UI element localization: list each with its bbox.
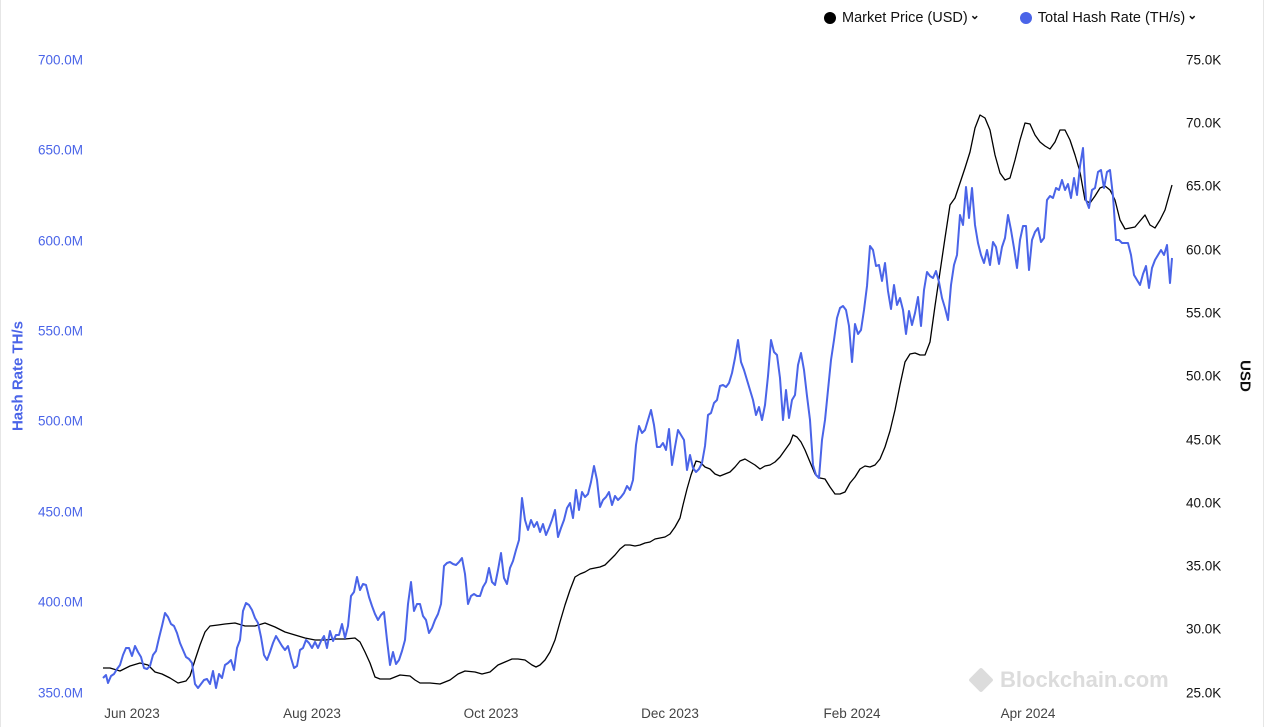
right-axis-tick: 70.0K [1186, 115, 1222, 131]
x-axis-tick: Aug 2023 [283, 706, 341, 721]
blockchain-watermark: Blockchain.com [968, 667, 1169, 693]
chevron-down-icon[interactable]: ⌄ [969, 8, 980, 22]
right-axis-tick: 35.0K [1186, 558, 1222, 574]
left-axis-tick: 700.0M [38, 52, 84, 68]
right-axis-tick: 60.0K [1186, 242, 1222, 258]
chart-legend: Market Price (USD) ⌄ Total Hash Rate (TH… [824, 8, 1198, 26]
right-axis-tick: 65.0K [1186, 178, 1222, 194]
left-axis-tick: 450.0M [38, 504, 84, 520]
legend-label-hash-rate: Total Hash Rate (TH/s) [1037, 10, 1186, 26]
left-axis-tick: 500.0M [38, 413, 84, 429]
left-axis-tick: 400.0M [38, 594, 84, 610]
right-axis-tick: 50.0K [1186, 368, 1222, 384]
right-axis-tick: 40.0K [1186, 495, 1222, 511]
x-axis-tick: Apr 2024 [1000, 706, 1056, 721]
right-axis-tick: 75.0K [1186, 52, 1222, 68]
x-axis-tick: Dec 2023 [641, 706, 699, 721]
left-axis-tick: 550.0M [38, 323, 84, 339]
left-axis-tick: 600.0M [38, 233, 84, 249]
blockchain-logo-icon [968, 667, 994, 693]
left-axis-tick: 350.0M [38, 685, 84, 701]
legend-item-hash-rate[interactable]: Total Hash Rate (TH/s) ⌄ [1019, 8, 1198, 26]
hash-rate-dot-icon [1019, 12, 1032, 24]
right-axis-tick: 55.0K [1186, 305, 1222, 321]
x-axis-tick: Oct 2023 [463, 706, 519, 721]
legend-label-market-price: Market Price (USD) [842, 10, 968, 26]
chevron-down-icon[interactable]: ⌄ [1187, 8, 1198, 22]
hash-rate-line [102, 147, 1173, 689]
market-price-dot-icon [824, 12, 836, 24]
right-axis-tick: 30.0K [1186, 621, 1222, 637]
x-axis-tick: Feb 2024 [823, 706, 881, 721]
legend-item-market-price[interactable]: Market Price (USD) ⌄ [824, 8, 980, 26]
right-axis-tick: 45.0K [1186, 432, 1222, 448]
x-axis-tick: Jun 2023 [104, 706, 160, 721]
watermark-text: Blockchain.com [1000, 667, 1169, 692]
right-axis-tick: 25.0K [1186, 685, 1222, 701]
market-price-line [103, 114, 1173, 685]
left-axis-tick: 650.0M [38, 142, 84, 158]
